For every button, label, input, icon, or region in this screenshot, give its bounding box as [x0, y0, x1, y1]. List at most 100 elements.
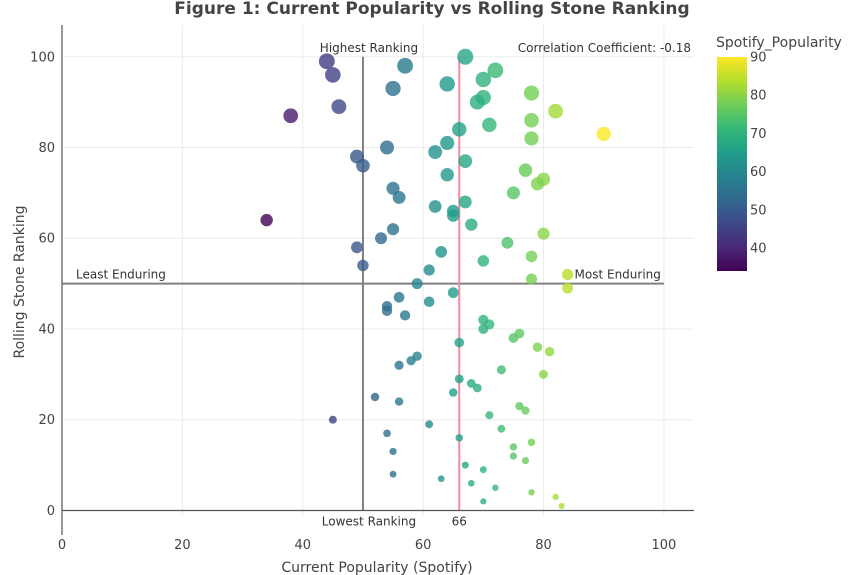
reference-lines — [62, 56, 664, 511]
data-point — [521, 457, 530, 465]
data-point — [496, 365, 506, 375]
data-points — [260, 48, 611, 509]
colorbar-tick-label: 90 — [750, 51, 767, 66]
data-point — [508, 333, 519, 343]
y-axis-title: Rolling Stone Ranking — [12, 205, 28, 358]
data-point — [497, 424, 506, 433]
data-point — [394, 360, 404, 370]
data-point — [411, 278, 423, 290]
data-point — [458, 195, 472, 209]
data-point — [423, 296, 435, 308]
data-point — [524, 131, 539, 146]
data-point — [477, 255, 490, 267]
data-point — [479, 466, 487, 474]
data-point — [428, 145, 443, 159]
data-point — [509, 452, 518, 460]
data-point — [506, 186, 520, 200]
data-point — [466, 379, 476, 388]
data-point — [501, 236, 514, 249]
data-point — [357, 259, 369, 272]
least-enduring-label: Least Enduring — [76, 268, 166, 282]
colorbar-tick-label: 40 — [750, 242, 767, 257]
data-point — [469, 94, 485, 110]
data-point — [440, 135, 455, 151]
colorbar: Spotify_Popularity 40 50 60 70 80 90 — [716, 35, 842, 271]
x-tick-label: 40 — [294, 538, 311, 553]
most-enduring-label: Most Enduring — [575, 268, 661, 282]
data-point — [485, 411, 494, 420]
data-point — [482, 117, 497, 133]
colorbar-tick-label: 70 — [750, 127, 767, 142]
data-point — [478, 323, 489, 334]
data-point — [380, 140, 395, 155]
data-point — [389, 447, 397, 456]
y-tick-label: 80 — [38, 141, 55, 156]
chart-title: Figure 1: Current Popularity vs Rolling … — [174, 0, 689, 19]
data-point — [457, 48, 474, 65]
data-point — [331, 99, 347, 115]
data-point — [461, 461, 469, 469]
lowest-ranking-label: Lowest Ranking — [322, 514, 416, 528]
data-point — [509, 443, 518, 451]
colorbar-tick-label: 60 — [750, 165, 767, 180]
data-point — [428, 200, 442, 213]
colorbar-gradient — [717, 57, 747, 271]
highest-ranking-label: Highest Ranking — [320, 41, 418, 55]
x-tick-label: 100 — [651, 538, 676, 553]
data-point — [454, 374, 464, 384]
data-point — [454, 337, 465, 348]
data-point — [472, 383, 482, 393]
x-tick-label: 20 — [174, 538, 191, 553]
data-point — [392, 190, 406, 204]
data-point — [318, 53, 335, 70]
data-point — [455, 434, 464, 442]
annotations: Highest Ranking Lowest Ranking Least Endur… — [76, 41, 691, 529]
data-point — [544, 346, 555, 357]
data-point — [397, 57, 413, 74]
data-point — [435, 246, 448, 258]
data-point — [399, 310, 411, 321]
colorbar-tick-label: 50 — [750, 203, 767, 218]
data-point — [518, 163, 533, 177]
data-point — [406, 356, 416, 366]
data-point — [467, 479, 475, 487]
data-point — [537, 227, 550, 240]
data-point — [558, 502, 565, 509]
data-point — [447, 287, 459, 299]
y-tick-label: 0 — [47, 504, 55, 519]
data-point — [446, 209, 460, 222]
y-tick-label: 20 — [38, 413, 55, 428]
data-point — [465, 218, 478, 231]
data-point — [530, 177, 545, 191]
data-point — [425, 420, 434, 429]
data-point — [260, 213, 273, 227]
data-point — [381, 305, 393, 317]
data-point — [385, 80, 401, 97]
axes: 0 20 40 60 80 100 0 20 40 60 80 100 — [30, 25, 694, 553]
data-point — [492, 484, 499, 492]
mean-popularity-value: 66 — [452, 514, 467, 528]
x-tick-label: 80 — [535, 538, 552, 553]
data-point — [525, 250, 538, 263]
data-point — [370, 392, 380, 402]
data-point — [375, 232, 388, 245]
x-axis-title: Current Popularity (Spotify) — [281, 560, 472, 575]
data-point — [452, 122, 467, 137]
data-point — [562, 268, 574, 281]
data-point — [525, 273, 538, 285]
y-tick-label: 60 — [38, 232, 55, 247]
data-point — [527, 438, 536, 447]
data-point — [521, 406, 530, 415]
x-tick-label: 0 — [58, 538, 66, 553]
data-point — [539, 369, 549, 379]
data-point — [356, 158, 370, 173]
data-point — [440, 168, 454, 182]
data-point — [394, 397, 404, 406]
data-point — [515, 401, 524, 411]
data-point — [524, 112, 539, 128]
data-point — [439, 76, 455, 92]
data-point — [386, 223, 400, 236]
data-point — [325, 67, 341, 83]
data-point — [437, 475, 445, 483]
